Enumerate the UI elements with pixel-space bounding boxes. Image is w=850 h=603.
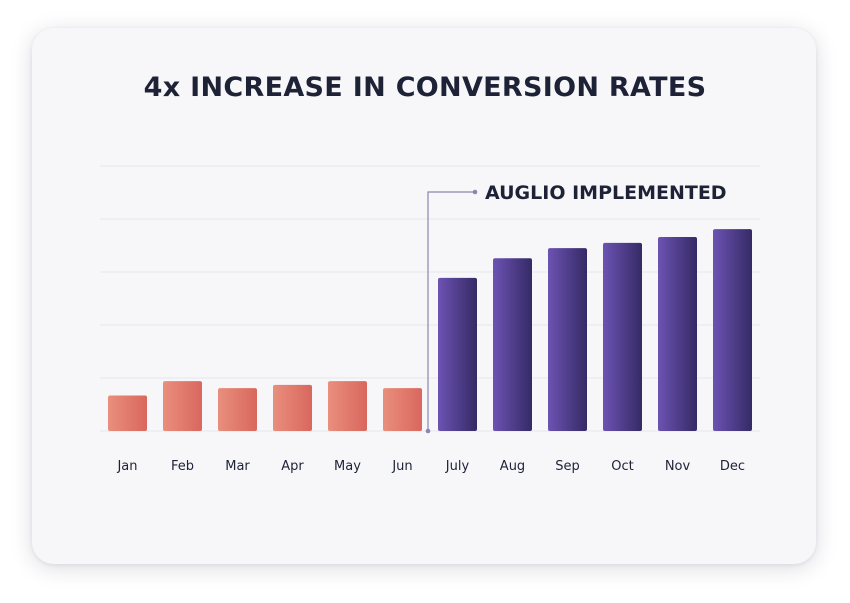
bar-oct [603, 242, 642, 431]
implementation-marker-dot-top [472, 189, 478, 195]
x-tick-label-mar: Mar [225, 459, 250, 474]
bar-dec [713, 229, 752, 431]
implementation-marker: AUGLIO IMPLEMENTED [425, 182, 727, 434]
annotation-label: AUGLIO IMPLEMENTED [485, 182, 727, 204]
bar-july [438, 277, 477, 431]
x-tick-label-jun: Jun [391, 459, 412, 474]
x-tick-label-nov: Nov [665, 459, 691, 474]
x-tick-label-apr: Apr [281, 459, 304, 474]
x-axis-tick-labels: Jan Feb Mar Apr May Jun July Aug Sep Oct Nov Dec [116, 459, 745, 474]
bar-jan [108, 395, 147, 431]
x-tick-label-feb: Feb [171, 459, 194, 474]
x-tick-label-aug: Aug [500, 459, 525, 474]
bar-jun [383, 388, 422, 431]
x-tick-label-jan: Jan [116, 459, 137, 474]
bar-feb [163, 381, 202, 431]
bar-aug [493, 258, 532, 431]
x-tick-label-july: July [445, 459, 470, 474]
implementation-marker-line [427, 191, 475, 431]
implementation-marker-dot-bottom [425, 428, 431, 434]
bar-sep [548, 248, 587, 431]
x-tick-label-oct: Oct [611, 459, 633, 474]
bar-nov [658, 237, 697, 431]
bar-may [328, 381, 367, 431]
bars [108, 229, 752, 431]
bar-apr [273, 384, 312, 431]
chart-title: 4x INCREASE IN CONVERSION RATES [143, 72, 707, 103]
bar-mar [218, 388, 257, 431]
x-tick-label-sep: Sep [555, 459, 580, 474]
x-tick-label-dec: Dec [720, 459, 745, 474]
x-tick-label-may: May [334, 459, 361, 474]
